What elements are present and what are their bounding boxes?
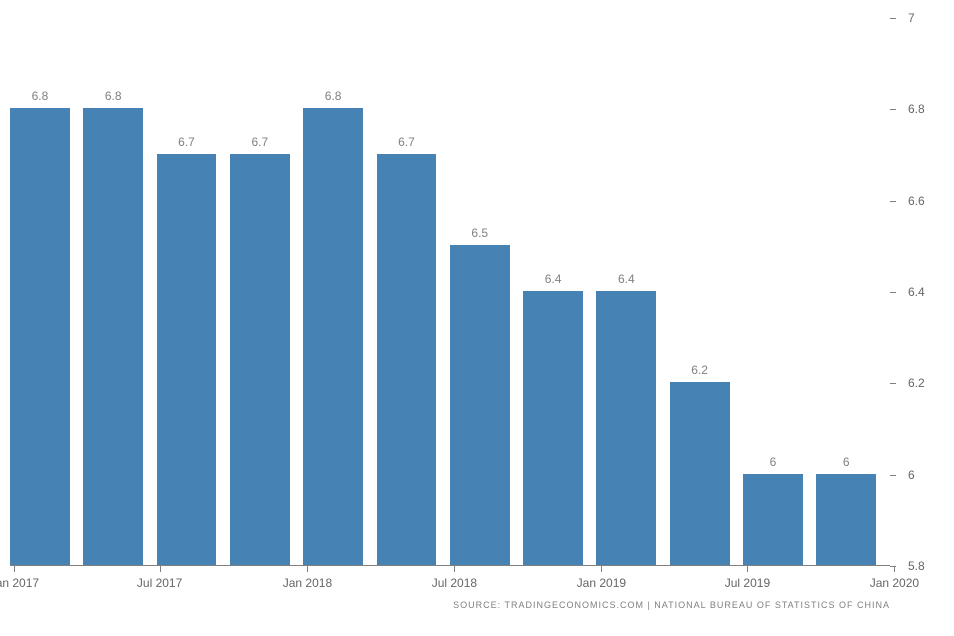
bar — [303, 108, 363, 565]
plot-area: 6.8 6.8 6.7 6.7 6.8 6.7 6.5 6.4 6.4 6.2 6 6 — [10, 18, 890, 566]
bar — [596, 291, 656, 565]
gdp-bar-chart: 6.8 6.8 6.7 6.7 6.8 6.7 6.5 6.4 6.4 6.2 6 6 SOURCE:… — [0, 0, 954, 636]
x-axis-tick-label: Jan 2017 — [0, 576, 39, 590]
bar — [670, 382, 730, 565]
bar — [83, 108, 143, 565]
bar-value-label: 6.8 — [325, 89, 342, 103]
x-axis-tick-label: Jul 2017 — [137, 576, 182, 590]
bar — [230, 154, 290, 565]
bar-value-label: 6.4 — [618, 272, 635, 286]
bar-value-label: 6 — [843, 455, 850, 469]
bar — [450, 245, 510, 565]
y-axis-tick-label: 6 — [908, 468, 915, 482]
bar — [377, 154, 437, 565]
bar-value-label: 6.8 — [32, 89, 49, 103]
y-axis-tick-mark — [890, 201, 896, 202]
bar-value-label: 6.7 — [251, 135, 268, 149]
x-axis-tick-mark — [160, 566, 161, 572]
y-axis-tick-label: 6.6 — [908, 194, 925, 208]
x-axis-tick-label: Jan 2019 — [577, 576, 626, 590]
y-axis-tick-label: 5.8 — [908, 559, 925, 573]
x-axis-tick-mark — [454, 566, 455, 572]
x-axis-tick-mark — [601, 566, 602, 572]
bar — [523, 291, 583, 565]
bar — [10, 108, 70, 565]
bar-value-label: 6.2 — [691, 363, 708, 377]
x-axis-tick-label: Jan 2018 — [283, 576, 332, 590]
x-axis-tick-mark — [307, 566, 308, 572]
y-axis-tick-mark — [890, 475, 896, 476]
bar — [743, 474, 803, 565]
bar-value-label: 6.4 — [545, 272, 562, 286]
y-axis-tick-mark — [890, 383, 896, 384]
y-axis-tick-label: 6.4 — [908, 285, 925, 299]
y-axis-tick-mark — [890, 109, 896, 110]
x-axis-tick-mark — [894, 566, 895, 572]
x-axis-tick-mark — [14, 566, 15, 572]
y-axis-tick-mark — [890, 18, 896, 19]
bar-value-label: 6.8 — [105, 89, 122, 103]
bar-value-label: 6.7 — [178, 135, 195, 149]
bar — [157, 154, 217, 565]
x-axis-tick-label: Jul 2019 — [725, 576, 770, 590]
bar-value-label: 6 — [770, 455, 777, 469]
bar-value-label: 6.5 — [471, 226, 488, 240]
y-axis-tick-label: 6.8 — [908, 102, 925, 116]
bar-value-label: 6.7 — [398, 135, 415, 149]
y-axis-tick-label: 6.2 — [908, 376, 925, 390]
x-axis-tick-label: Jan 2020 — [870, 576, 919, 590]
bar — [816, 474, 876, 565]
y-axis-tick-mark — [890, 292, 896, 293]
chart-source-text: SOURCE: TRADINGECONOMICS.COM | NATIONAL … — [453, 600, 890, 610]
x-axis-tick-mark — [747, 566, 748, 572]
x-axis-tick-label: Jul 2018 — [432, 576, 477, 590]
y-axis-tick-label: 7 — [908, 11, 915, 25]
